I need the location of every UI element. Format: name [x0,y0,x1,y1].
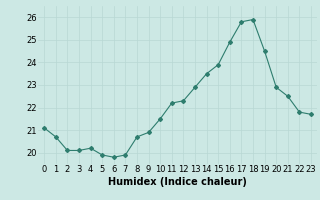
X-axis label: Humidex (Indice chaleur): Humidex (Indice chaleur) [108,177,247,187]
